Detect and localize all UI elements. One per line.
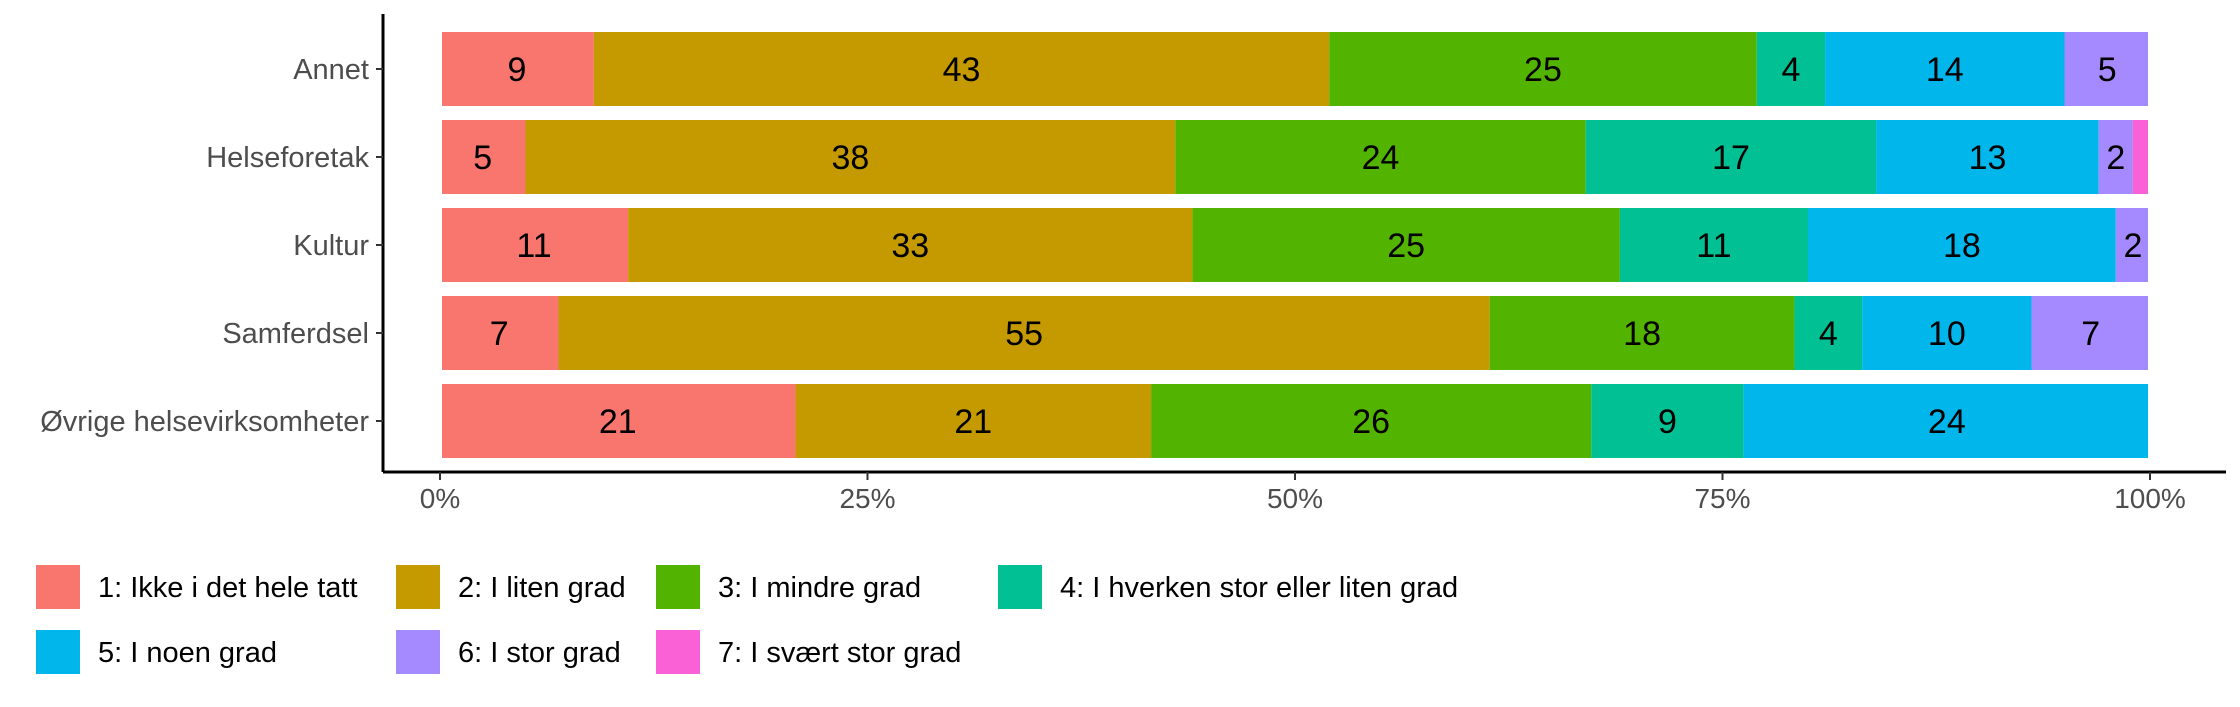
data-label-kultur-s6: 2 [2123,227,2142,265]
legend-swatch-5 [36,630,80,674]
bar-segment-helseforetak-s1 [440,118,526,196]
bar-segment-kultur-s3 [1192,206,1620,284]
data-label-øvrige-helsevirksomheter-s2: 21 [954,403,992,441]
data-label-øvrige-helsevirksomheter-s4: 9 [1658,403,1677,441]
bar-segment-kultur-s4 [1619,206,1808,284]
legend-label-2: 2: I liten grad [458,572,626,604]
data-label-helseforetak-s6: 2 [2106,139,2125,177]
legend-swatch-7 [656,630,700,674]
legend: 1: Ikke i det hele tatt 2: I liten grad 3:… [36,565,1458,674]
legend-swatch-6 [396,630,440,674]
legend-swatch-2 [396,565,440,609]
data-label-helseforetak-s1: 5 [473,139,492,177]
data-label-annet-s5: 14 [1926,51,1964,89]
data-label-samferdsel-s6: 7 [2081,315,2100,353]
x-tick-label: 0% [420,483,460,514]
bar-segment-kultur-s6 [2115,206,2150,284]
x-tick-label: 100% [2114,483,2186,514]
bar-segment-samferdsel-s6 [2031,294,2150,372]
x-tick-label: 75% [1694,483,1750,514]
bar-segment-helseforetak-s7 [2132,118,2150,196]
bars-group: 9 43 25 4 14 55 38 24 17 13 211 33 25 11 18 27 55 18 4 10 72… [438,28,2152,462]
data-label-helseforetak-s2: 38 [831,139,869,177]
axes-group [376,14,2226,474]
data-label-samferdsel-s4: 4 [1819,315,1838,353]
bar-segment-annet-s3 [1329,30,1757,108]
category-label-helseforetak: Helseforetak [206,142,369,174]
legend-label-1: 1: Ikke i det hele tatt [98,572,358,604]
bar-segment-helseforetak-s5 [1876,118,2099,196]
legend-label-7: 7: I svært stor grad [718,637,961,669]
data-label-annet-s2: 43 [943,51,981,89]
bar-segment-annet-s5 [1825,30,2065,108]
bar-segment-samferdsel-s1 [440,294,559,372]
bar-outline-helseforetak [438,116,2152,198]
bar-segment-øvrige-helsevirksomheter-s3 [1151,382,1592,460]
data-label-samferdsel-s2: 55 [1005,315,1043,353]
category-label-kultur: Kultur [293,230,369,262]
bar-segment-helseforetak-s3 [1175,118,1586,196]
data-label-øvrige-helsevirksomheter-s1: 21 [599,403,637,441]
bar-segment-samferdsel-s2 [558,294,1490,372]
legend-swatch-4 [998,565,1042,609]
data-label-samferdsel-s1: 7 [490,315,509,353]
data-label-annet-s3: 25 [1524,51,1562,89]
data-label-samferdsel-s3: 18 [1623,315,1661,353]
data-label-kultur-s2: 33 [891,227,929,265]
bar-outline-kultur [438,204,2152,286]
category-label-samferdsel: Samferdsel [222,318,369,350]
legend-label-5: 5: I noen grad [98,637,277,669]
bar-segment-annet-s4 [1756,30,1826,108]
bar-segment-øvrige-helsevirksomheter-s1 [440,382,796,460]
data-label-kultur-s3: 25 [1387,227,1425,265]
bar-segment-øvrige-helsevirksomheter-s4 [1591,382,1744,460]
data-label-kultur-s4: 11 [1696,227,1731,265]
legend-label-6: 6: I stor grad [458,637,621,669]
category-labels: Annet Helseforetak Kultur Samferdsel Øvrige … [40,54,369,438]
bar-segment-helseforetak-s2 [525,118,1176,196]
data-label-helseforetak-s4: 17 [1712,139,1750,177]
data-label-annet-s6: 5 [2098,51,2117,89]
x-tick-label: 25% [839,483,895,514]
bar-segment-kultur-s1 [440,206,629,284]
x-axis-ticks: 0% 25% 50% 75% 100% [420,472,2186,514]
bar-segment-samferdsel-s5 [1862,294,2032,372]
bar-segment-øvrige-helsevirksomheter-s2 [795,382,1152,460]
data-label-samferdsel-s5: 10 [1928,315,1966,353]
data-label-helseforetak-s5: 13 [1969,139,2007,177]
category-label-annet: Annet [293,54,369,86]
bar-segment-annet-s1 [440,30,594,108]
bar-outline-øvrige-helsevirksomheter [438,380,2152,462]
bar-segment-samferdsel-s4 [1794,294,1863,372]
category-label-øvrige-helsevirksomheter: Øvrige helsevirksomheter [40,406,369,438]
bar-segment-helseforetak-s4 [1585,118,1877,196]
bar-segment-annet-s2 [593,30,1330,108]
data-label-helseforetak-s3: 24 [1362,139,1400,177]
bar-segment-øvrige-helsevirksomheter-s5 [1743,382,2150,460]
data-label-øvrige-helsevirksomheter-s3: 26 [1352,403,1390,441]
bar-segment-kultur-s5 [1808,206,2116,284]
bar-segment-helseforetak-s6 [2098,118,2133,196]
bar-outline-annet [438,28,2152,110]
data-label-kultur-s5: 18 [1943,227,1981,265]
legend-label-3: 3: I mindre grad [718,572,921,604]
legend-label-4: 4: I hverken stor eller liten grad [1060,572,1458,604]
bar-segment-annet-s6 [2064,30,2150,108]
data-label-annet-s1: 9 [507,51,526,89]
data-label-kultur-s1: 11 [516,227,551,265]
legend-swatch-3 [656,565,700,609]
bar-segment-kultur-s2 [628,206,1193,284]
bar-outline-samferdsel [438,292,2152,374]
data-label-øvrige-helsevirksomheter-s5: 24 [1928,403,1966,441]
x-tick-label: 50% [1267,483,1323,514]
legend-swatch-1 [36,565,80,609]
bar-segment-samferdsel-s3 [1489,294,1795,372]
data-label-annet-s4: 4 [1781,51,1800,89]
